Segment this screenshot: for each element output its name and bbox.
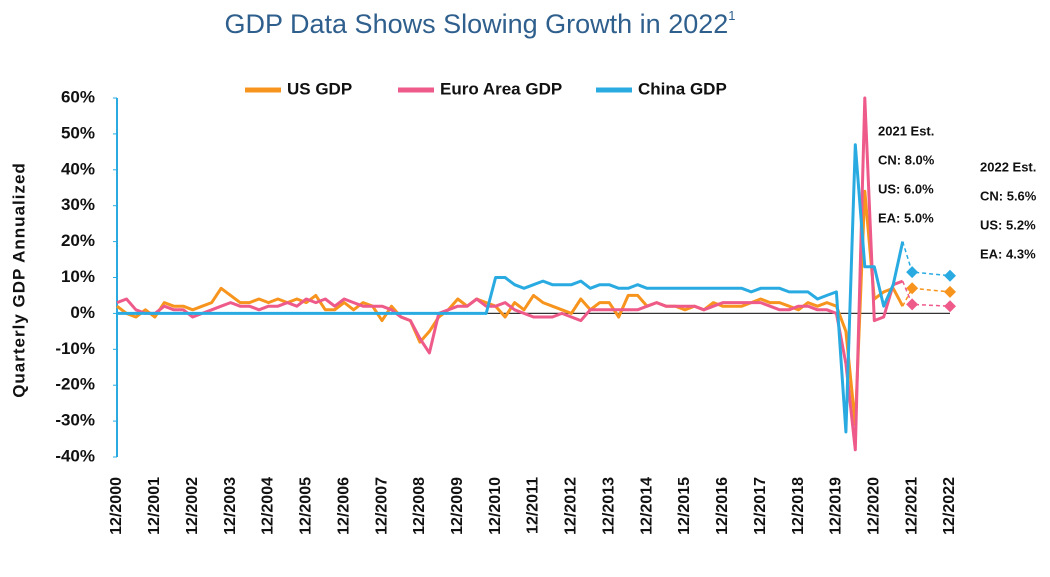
x-tick-label: 12/2014 <box>638 477 655 535</box>
x-tick-label: 12/2009 <box>449 477 466 535</box>
x-tick-label: 12/2012 <box>563 477 580 535</box>
annotation: US: 5.2% <box>980 217 1036 232</box>
x-tick-label: 12/2000 <box>108 477 125 535</box>
annotation: EA: 4.3% <box>980 246 1036 261</box>
x-tick-label: 12/2011 <box>525 477 542 534</box>
x-tick-label: 12/2007 <box>373 477 390 535</box>
annotation: EA: 5.0% <box>878 210 934 225</box>
x-tick-label: 12/2010 <box>487 477 504 535</box>
series-line <box>116 96 904 452</box>
x-tick-label: 12/2015 <box>676 477 693 535</box>
estimate-marker <box>944 300 956 313</box>
y-tick-label: -30% <box>55 411 95 430</box>
y-tick-label: 60% <box>61 87 95 106</box>
y-tick-label: 40% <box>61 159 95 178</box>
x-tick-label: 12/2005 <box>298 477 315 535</box>
annotation: 2022 Est. <box>980 159 1036 174</box>
legend-label: China GDP <box>638 79 727 98</box>
estimate-line <box>902 287 951 307</box>
series-line <box>117 143 905 434</box>
x-tick-label: 12/2017 <box>752 477 769 535</box>
series-line <box>116 189 905 427</box>
x-tick-label: 12/2018 <box>790 477 807 535</box>
y-tick-label: 10% <box>61 267 95 286</box>
estimate-marker <box>906 266 919 279</box>
x-tick-label: 12/2006 <box>335 477 352 535</box>
x-tick-label: 12/2001 <box>146 477 163 535</box>
y-tick-label: 0% <box>70 303 95 322</box>
estimate-marker <box>944 285 956 298</box>
y-tick-label: -20% <box>55 375 95 394</box>
legend-label: US GDP <box>287 79 352 98</box>
y-tick-label: 20% <box>61 231 95 250</box>
y-tick-label: 30% <box>61 195 95 214</box>
x-tick-label: 12/2019 <box>828 477 845 535</box>
x-tick-label: 12/2022 <box>941 477 958 535</box>
annotation: CN: 5.6% <box>980 188 1037 203</box>
legend-label: Euro Area GDP <box>440 79 562 98</box>
x-tick-label: 12/2004 <box>260 477 277 535</box>
estimate-marker <box>944 269 956 282</box>
x-tick-label: 12/2016 <box>714 477 731 535</box>
annotation: CN: 8.0% <box>878 152 935 167</box>
x-tick-label: 12/2020 <box>865 477 882 535</box>
y-tick-label: -40% <box>55 446 95 465</box>
annotation: US: 6.0% <box>878 181 934 196</box>
x-tick-label: 12/2013 <box>600 477 617 535</box>
x-tick-label: 12/2002 <box>184 477 201 535</box>
estimate-marker <box>906 298 919 311</box>
estimate-line <box>902 280 951 307</box>
x-tick-label: 12/2021 <box>903 477 920 535</box>
x-tick-label: 12/2003 <box>222 477 239 535</box>
y-tick-label: 50% <box>61 123 95 142</box>
y-tick-label: -10% <box>55 339 95 358</box>
estimate-marker <box>906 282 919 295</box>
x-tick-label: 12/2008 <box>411 477 428 535</box>
y-axis-label: Quarterly GDP Annualized <box>9 162 28 398</box>
chart-title: GDP Data Shows Slowing Growth in 20221 <box>225 8 736 39</box>
annotation: 2021 Est. <box>878 123 934 138</box>
